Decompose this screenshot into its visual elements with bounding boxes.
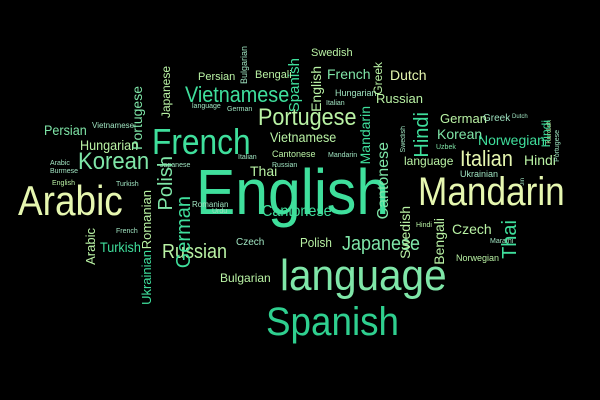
word-arabic-small: Arabic xyxy=(50,160,70,167)
word-french-small: French xyxy=(327,66,371,82)
word-bulgarian-bottom: Bulgarian xyxy=(220,271,271,285)
word-norwegian-right: Norwegian xyxy=(478,132,545,148)
word-romanian-vert: Romanian xyxy=(139,190,154,250)
word-ukrainian-vert: Ukrainian xyxy=(139,250,154,305)
word-dutch-small: Dutch xyxy=(512,114,528,120)
word-persian-left: Persian xyxy=(44,122,87,138)
word-uzbek: Uzbek xyxy=(436,144,456,151)
word-spanish: Spanish xyxy=(266,300,399,344)
word-hindi-right: Hindi xyxy=(524,152,556,168)
word-romanian: Romanian xyxy=(192,200,229,209)
word-japanese-vert: Japanese xyxy=(159,66,173,119)
word-mandarin-small: Mandarin xyxy=(328,152,358,159)
word-czech-right: Czech xyxy=(452,221,492,237)
word-turkish: Turkish xyxy=(100,239,141,255)
word-portugese-small: Portugese xyxy=(554,130,561,162)
word-thai-mid: Thai xyxy=(250,163,278,179)
word-language-small: language xyxy=(192,103,221,110)
word-portugese: Portugese xyxy=(258,104,357,131)
word-spanish-vert: Spanish xyxy=(286,58,303,113)
word-bulgarian-vert: Bulgarian xyxy=(239,46,249,85)
word-english: English xyxy=(196,156,390,228)
word-turkish-small: Turkish xyxy=(116,181,139,188)
word-bengali-vert: Bengali xyxy=(431,218,447,265)
word-mandarin: Mandarin xyxy=(418,170,565,214)
word-vietnamese-small: Vietnamese xyxy=(92,121,135,130)
word-language-right: language xyxy=(404,154,454,168)
word-jin: Jin xyxy=(520,178,526,186)
word-vietnamese: Vietnamese xyxy=(185,82,290,107)
word-portugese-vert: Portugese xyxy=(129,86,145,150)
word-czech-mid: Czech xyxy=(236,237,265,248)
word-greek-vert: Greek xyxy=(371,62,385,95)
word-hindi-small: Hindi xyxy=(416,222,432,229)
word-cantonese-vert: Cantonese xyxy=(375,142,392,220)
word-persian-top: Persian xyxy=(198,71,236,83)
word-hindi-vert: Hindi xyxy=(411,112,433,158)
word-italian: Italian xyxy=(460,146,513,171)
word-japanese: Japanese xyxy=(342,233,421,255)
word-arabic: Arabic xyxy=(18,177,123,224)
word-swedish-right: Swedish xyxy=(400,126,407,153)
word-german-right: German xyxy=(440,111,487,126)
word-marathi: Marathi xyxy=(490,238,514,245)
word-polish-mid: Polish xyxy=(300,235,332,250)
word-language: language xyxy=(280,251,447,300)
word-german-small: German xyxy=(227,106,253,113)
word-italian-small: Italian xyxy=(238,154,257,161)
word-norwegian-bottom: Norwegian xyxy=(456,253,500,263)
word-italian-top: Italian xyxy=(326,100,345,107)
word-urdu: Urdu xyxy=(212,208,228,215)
word-vietnamese-mid: Vietnamese xyxy=(270,129,337,145)
word-hungarian-small: Hungarian xyxy=(335,88,377,98)
word-french-left: French xyxy=(116,228,138,235)
word-bengali: Bengali xyxy=(255,69,292,81)
word-thai-vert: Thai xyxy=(499,220,521,259)
word-german-vert: German xyxy=(173,196,195,269)
word-english-small: English xyxy=(52,180,75,187)
word-greek-right: Greek xyxy=(483,113,511,124)
word-burmese: Burmese xyxy=(50,168,79,175)
word-english-vert: English xyxy=(308,66,324,112)
word-ukrainian-right: Ukrainian xyxy=(460,169,499,179)
word-french: French xyxy=(152,121,251,162)
word-cantonese-main: Cantonese xyxy=(262,203,332,220)
word-korean: Korean xyxy=(78,148,150,175)
word-russian-top: Russian xyxy=(376,91,423,106)
word-russian: Russian xyxy=(162,241,228,263)
word-swedish-top: Swedish xyxy=(311,47,353,59)
word-korean-right: Korean xyxy=(437,126,483,142)
word-swedish-vert: Swedish xyxy=(397,206,413,259)
word-japanese-small: Japanese xyxy=(160,162,191,169)
word-hindi-vert2: Hindi xyxy=(539,120,553,148)
word-russian-small: Russian xyxy=(272,162,298,169)
word-arabic-vert: Arabic xyxy=(83,228,98,265)
word-hungarian: Hungarian xyxy=(80,137,139,153)
word-dutch: Dutch xyxy=(390,67,427,83)
word-mandarin-vert: Mandarin xyxy=(357,106,373,165)
word-cantonese-small: Cantonese xyxy=(272,149,316,159)
